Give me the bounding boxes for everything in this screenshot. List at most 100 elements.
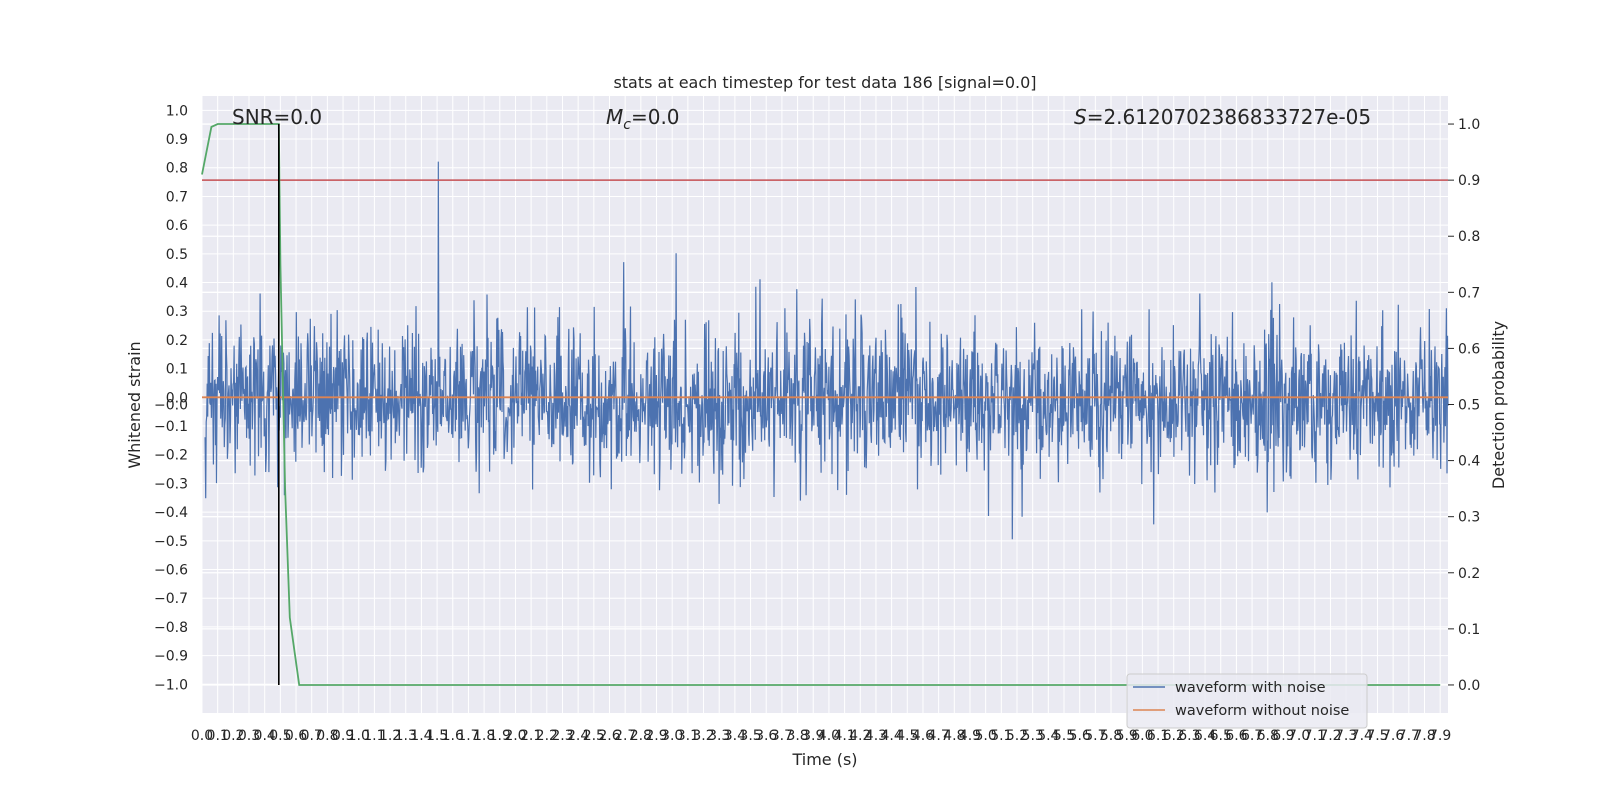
x-tick-label: 5.9	[1116, 728, 1138, 744]
x-tick-label: 4.0	[818, 728, 840, 744]
y-axis-label-left: Whitened strain	[125, 341, 144, 468]
x-tick-label: 7.2	[1319, 728, 1341, 744]
x-axis-label: Time (s)	[791, 750, 857, 769]
x-tick-label: 6.0	[1131, 728, 1153, 744]
y-tick-label-left: −0.1	[154, 419, 188, 435]
x-tick-label: 3.6	[755, 728, 777, 744]
y-tick-label-left: −0.5	[154, 534, 188, 550]
x-tick-label: 3.5	[739, 728, 761, 744]
x-tick-label: 1.9	[489, 728, 511, 744]
y-axis-label-right: Detection probability	[1489, 321, 1508, 489]
x-tick-label: 6.1	[1147, 728, 1169, 744]
x-tick-label: 6.8	[1257, 728, 1279, 744]
legend-entry-clean: waveform without noise	[1175, 703, 1349, 719]
s-value: =2.6120702386833727e-05	[1087, 105, 1371, 129]
y-tick-label-left: 0.4	[166, 276, 188, 292]
x-tick-label: 0.2	[222, 728, 244, 744]
y-tick-label-left: −0.0	[154, 397, 188, 413]
y-tick-label-right: 0.1	[1458, 622, 1480, 638]
x-tick-label: 6.4	[1194, 728, 1216, 744]
x-tick-label: 1.5	[426, 728, 448, 744]
x-tick-label: 0.9	[332, 728, 354, 744]
x-tick-label: 7.1	[1304, 728, 1326, 744]
x-tick-label: 4.6	[912, 728, 934, 744]
x-tick-label: 4.8	[943, 728, 965, 744]
x-tick-label: 6.9	[1272, 728, 1294, 744]
y-tick-label-left: −0.6	[154, 563, 188, 579]
y-tick-label-left: 1.0	[166, 103, 188, 119]
x-tick-label: 2.1	[520, 728, 542, 744]
x-tick-label: 2.9	[645, 728, 667, 744]
y-tick-label-left: 0.9	[166, 132, 188, 148]
mc-annotation: Mc=0.0	[606, 105, 680, 133]
y-tick-label-left: −0.7	[154, 591, 188, 607]
x-tick-label: 4.7	[927, 728, 949, 744]
y-tick-label-right: 0.8	[1458, 229, 1480, 245]
x-tick-label: 0.0	[191, 728, 213, 744]
y-tick-label-left: 0.6	[166, 218, 188, 234]
x-tick-label: 6.3	[1178, 728, 1200, 744]
y-tick-label-left: 0.2	[166, 333, 188, 349]
x-tick-label: 6.2	[1163, 728, 1185, 744]
x-tick-label: 4.1	[833, 728, 855, 744]
x-tick-label: 5.0	[975, 728, 997, 744]
y-tick-label-right: 0.7	[1458, 285, 1480, 301]
y-tick-label-left: 0.7	[166, 189, 188, 205]
mc-value: =0.0	[631, 105, 680, 129]
x-tick-label: 4.2	[849, 728, 871, 744]
x-tick-label: 0.6	[285, 728, 307, 744]
x-tick-label: 2.8	[630, 728, 652, 744]
x-tick-label: 5.8	[1100, 728, 1122, 744]
x-tick-label: 2.0	[504, 728, 526, 744]
x-tick-label: 3.8	[786, 728, 808, 744]
x-tick-label: 2.2	[536, 728, 558, 744]
x-tick-label: 5.1	[990, 728, 1012, 744]
x-tick-label: 6.5	[1210, 728, 1232, 744]
x-tick-label: 5.2	[1006, 728, 1028, 744]
x-tick-label: 4.3	[865, 728, 887, 744]
x-tick-label: 0.4	[254, 728, 276, 744]
x-tick-label: 1.3	[395, 728, 417, 744]
x-tick-label: 7.9	[1429, 728, 1451, 744]
y-tick-label-left: 0.3	[166, 304, 188, 320]
x-tick-label: 0.8	[316, 728, 338, 744]
x-tick-label: 7.6	[1382, 728, 1404, 744]
legend-entry-noise: waveform with noise	[1175, 680, 1326, 696]
x-tick-label: 7.5	[1366, 728, 1388, 744]
x-tick-label: 2.4	[567, 728, 589, 744]
x-tick-label: 4.4	[880, 728, 902, 744]
legend: waveform with noise waveform without noi…	[1126, 673, 1368, 729]
series-waveform-with-noise	[204, 161, 1449, 540]
x-tick-label: 1.7	[457, 728, 479, 744]
chart-title: stats at each timestep for test data 186…	[613, 73, 1036, 92]
legend-box	[1126, 673, 1368, 729]
s-symbol: S	[1074, 105, 1087, 129]
x-tick-label: 3.7	[771, 728, 793, 744]
y-tick-label-left: 0.5	[166, 247, 188, 263]
y-tick-label-right: 0.3	[1458, 510, 1480, 526]
right-y-ticks: 1.0 0.9 0.8 0.7 0.6 0.5 0.4 0.3 0.2 0.1 0.0	[1448, 117, 1480, 694]
x-tick-label: 7.3	[1335, 728, 1357, 744]
x-tick-label: 0.3	[238, 728, 260, 744]
x-tick-label: 7.8	[1413, 728, 1435, 744]
x-tick-label: 5.5	[1053, 728, 1075, 744]
x-tick-label: 7.0	[1288, 728, 1310, 744]
x-tick-label: 1.4	[410, 728, 432, 744]
x-ticks: 0.00.10.20.30.40.50.60.70.80.91.01.11.21…	[191, 728, 1451, 744]
x-tick-label: 0.5	[269, 728, 291, 744]
y-tick-label-left: −0.9	[154, 649, 188, 665]
x-tick-label: 3.1	[677, 728, 699, 744]
x-tick-label: 2.5	[583, 728, 605, 744]
y-tick-label-left: −0.4	[154, 505, 188, 521]
x-tick-label: 1.0	[348, 728, 370, 744]
x-tick-label: 3.0	[661, 728, 683, 744]
y-tick-label-right: 0.6	[1458, 341, 1480, 357]
mc-subscript: c	[623, 117, 631, 133]
x-tick-label: 1.6	[442, 728, 464, 744]
x-tick-label: 3.2	[692, 728, 714, 744]
x-tick-label: 6.6	[1225, 728, 1247, 744]
plot-layer	[201, 123, 1449, 686]
x-tick-label: 0.7	[301, 728, 323, 744]
